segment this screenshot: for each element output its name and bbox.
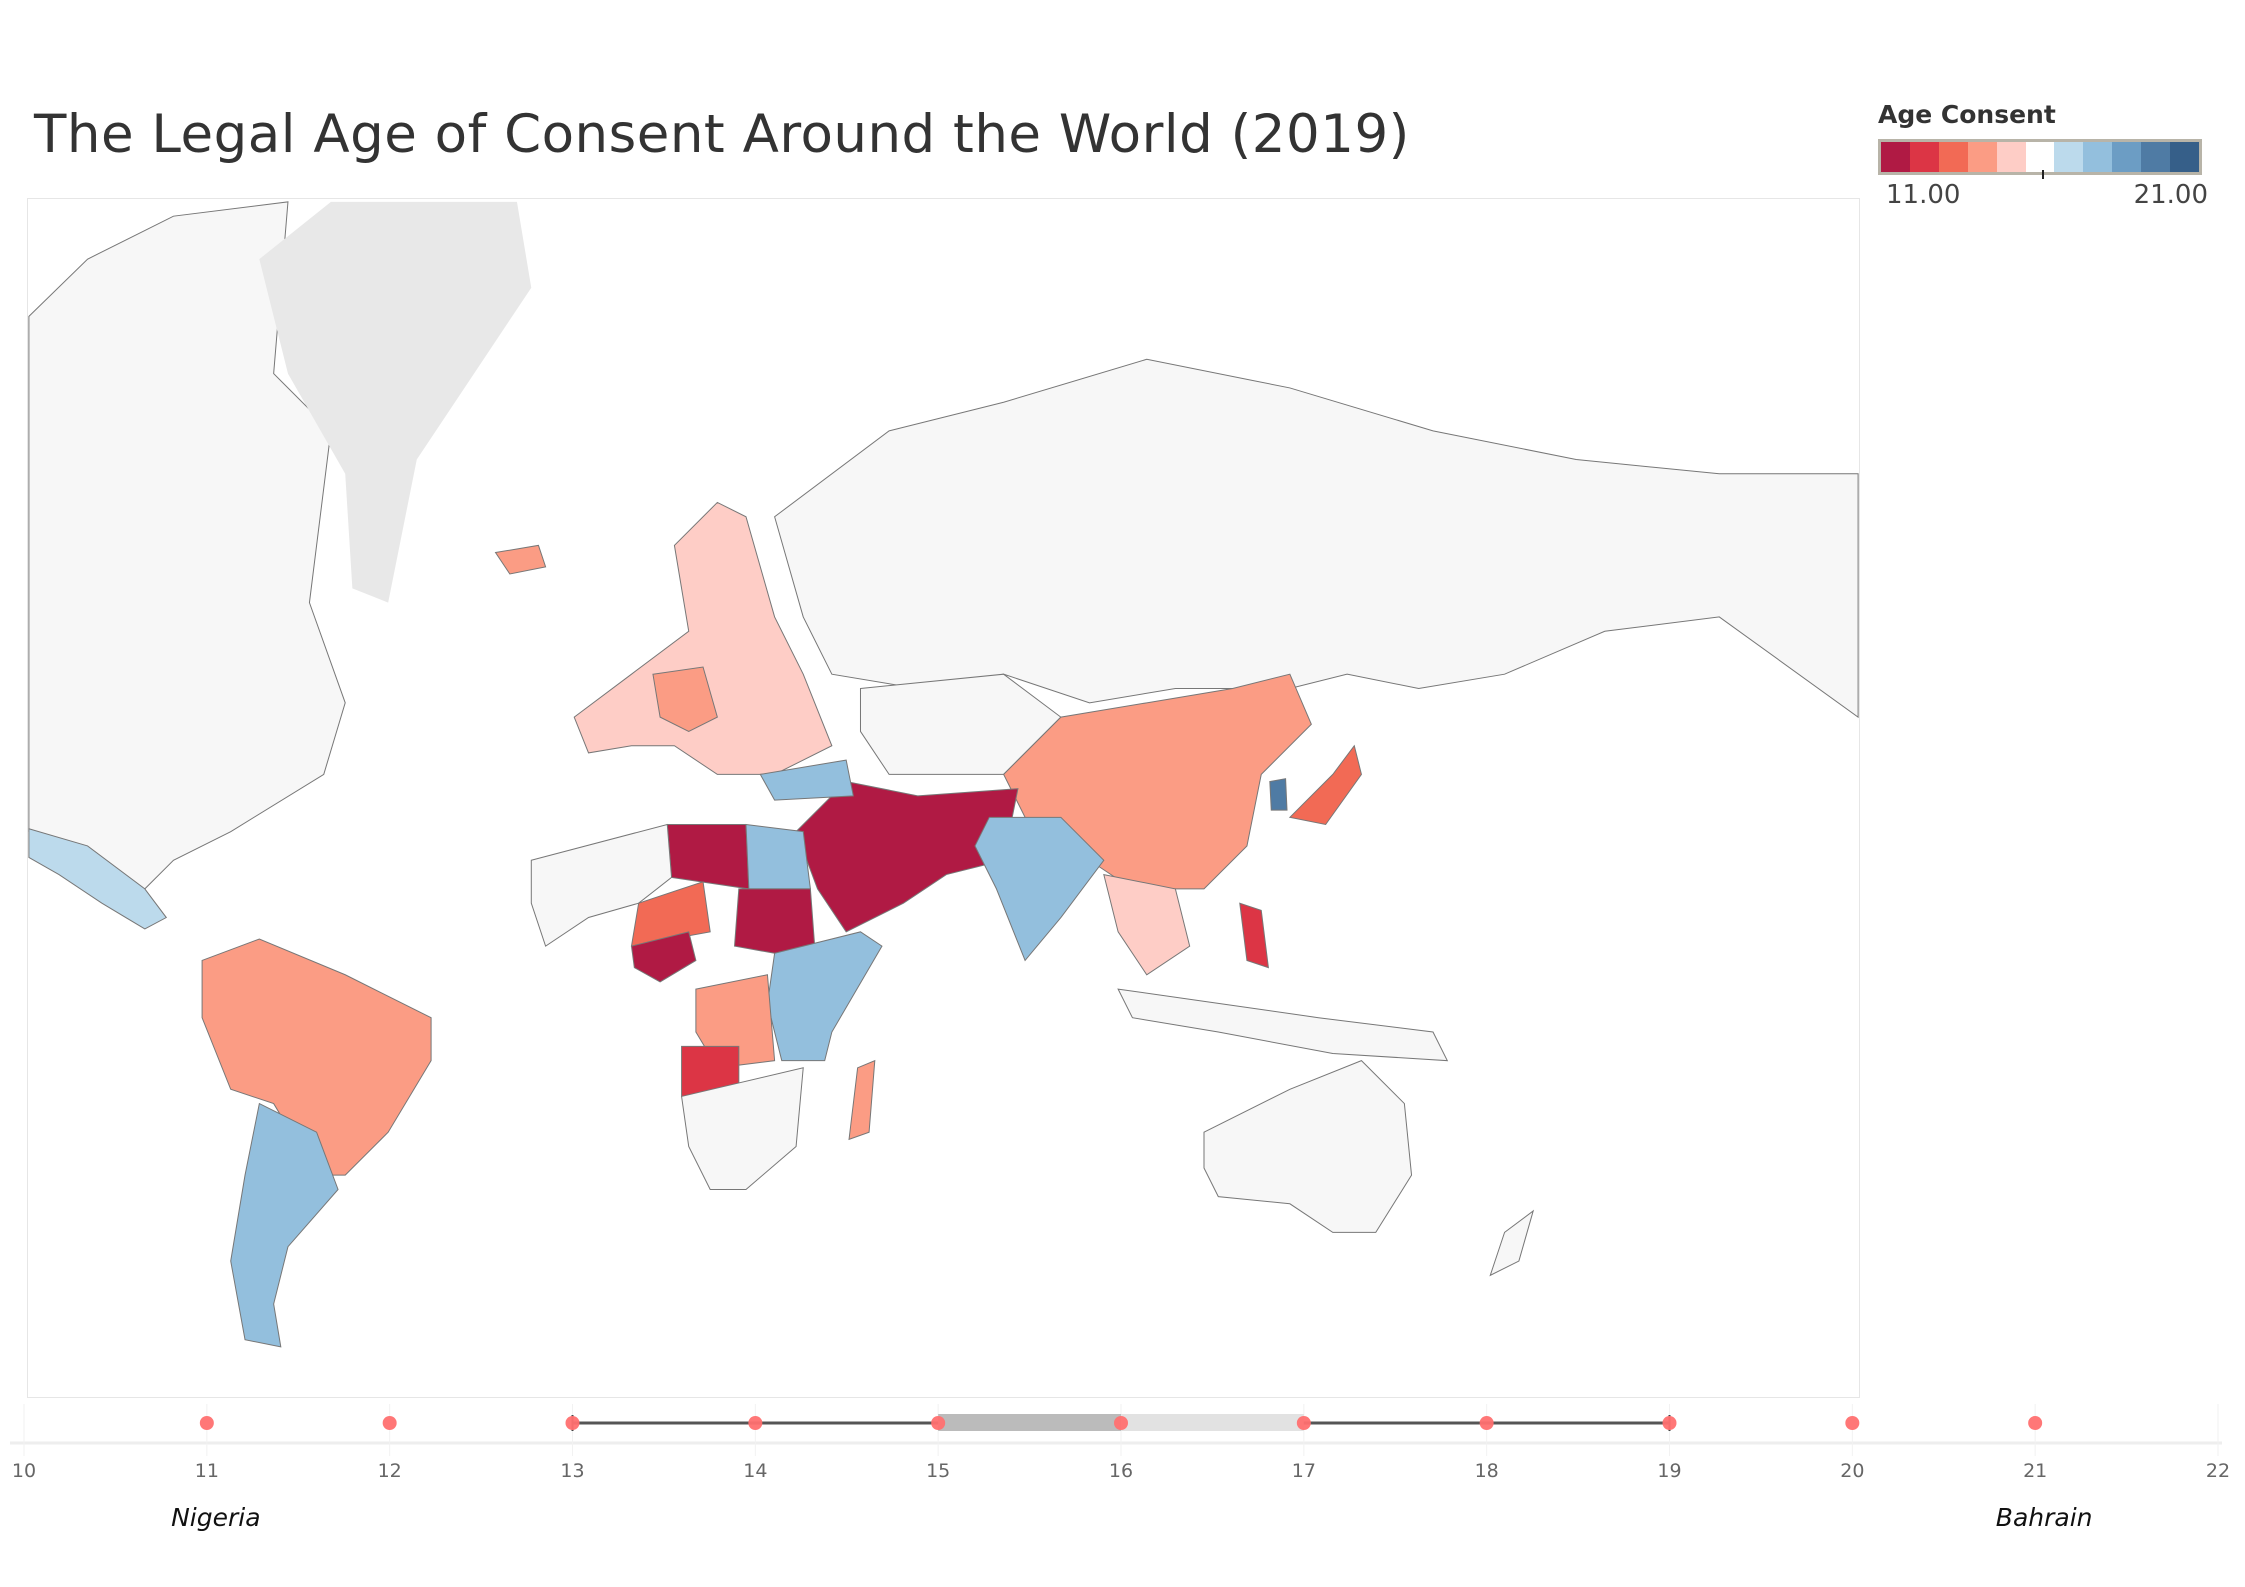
legend-swatch [1881,142,1910,172]
region-egypt[interactable] [745,823,811,890]
legend-swatch [1967,142,1997,172]
age-distribution-axis: 10 11 12 13 14 15 16 17 18 19 20 21 22 Nigeria Bahrai… [10,1404,2230,1532]
region-japan[interactable] [1288,744,1362,826]
region-north-africa[interactable] [666,823,750,890]
data-point [382,1416,397,1430]
legend-swatch [2054,142,2084,172]
x-tick-label: 20 [1840,1460,1864,1482]
region-niger[interactable] [630,881,711,947]
region-philippines[interactable] [1239,902,1270,969]
data-point [1845,1416,1860,1430]
region-nigeria[interactable] [630,931,697,983]
legend-swatch [2141,142,2171,172]
color-legend[interactable]: Age Consent 11.00 21.00 [1878,100,2208,210]
map-svg [28,201,1859,1348]
region-middle-east[interactable] [795,780,1019,933]
page-title: The Legal Age of Consent Around the Worl… [34,104,1410,165]
region-korea[interactable] [1269,778,1288,811]
legend-swatch [2083,142,2113,172]
x-tick-label: 12 [378,1460,402,1482]
legend-swatch [2112,142,2142,172]
x-tick-label: 14 [743,1460,767,1482]
annotation-label: Bahrain [1996,1503,2093,1532]
legend-max-label: 21.00 [2133,180,2208,210]
region-central-europe[interactable] [652,666,718,733]
legend-swatch [2170,142,2199,172]
x-tick-label: 22 [2206,1460,2230,1482]
region-turkey[interactable] [759,759,854,801]
region-southeast-asia[interactable] [1103,873,1191,976]
data-point [2028,1416,2043,1430]
region-south-america[interactable] [201,938,432,1176]
legend-color-ramp [1878,139,2202,179]
data-point [931,1416,946,1430]
legend-swatch [1996,142,2026,172]
region-iceland[interactable] [494,544,547,575]
region-australia[interactable] [1203,1060,1413,1233]
legend-title: Age Consent [1878,100,2056,129]
region-central-africa[interactable] [695,974,776,1069]
region-west-africa[interactable] [530,823,673,947]
legend-min-label: 11.00 [1886,180,1961,210]
region-sudan[interactable] [733,888,816,954]
region-europe[interactable] [573,501,833,775]
legend-swatch [2025,142,2055,172]
x-tick-label: 18 [1475,1460,1499,1482]
x-tick-label: 17 [1292,1460,1316,1482]
x-tick-label: 21 [2023,1460,2047,1482]
data-point [199,1416,214,1430]
data-point [1662,1416,1677,1430]
data-point [1114,1416,1128,1430]
box-upper [1121,1414,1304,1431]
region-southern-africa[interactable] [681,1067,804,1190]
region-east-africa[interactable] [766,931,883,1062]
box-lower [938,1414,1121,1431]
legend-swatch [1938,142,1968,172]
data-point [1296,1416,1311,1430]
region-greenland[interactable] [259,201,532,603]
x-tick-label: 11 [195,1460,219,1482]
x-tick-label: 13 [560,1460,584,1482]
region-mexico[interactable] [28,828,168,930]
data-point [565,1416,580,1430]
x-tick-label: 10 [12,1460,36,1482]
annotation-label: Nigeria [171,1503,260,1532]
region-new-zealand[interactable] [1489,1209,1535,1277]
data-point [748,1416,763,1430]
x-tick-label: 16 [1109,1460,1133,1482]
world-map[interactable] [27,198,1860,1398]
region-india[interactable] [974,816,1105,962]
region-indonesia[interactable] [1117,988,1449,1062]
region-madagascar[interactable] [848,1059,876,1141]
region-southern-cone[interactable] [230,1102,339,1348]
legend-swatch [1909,142,1939,172]
x-tick-label: 15 [926,1460,950,1482]
data-point [1479,1416,1494,1430]
region-russia[interactable] [774,358,1859,719]
x-tick-label: 19 [1657,1460,1681,1482]
legend-midpoint-tick [2042,170,2044,179]
